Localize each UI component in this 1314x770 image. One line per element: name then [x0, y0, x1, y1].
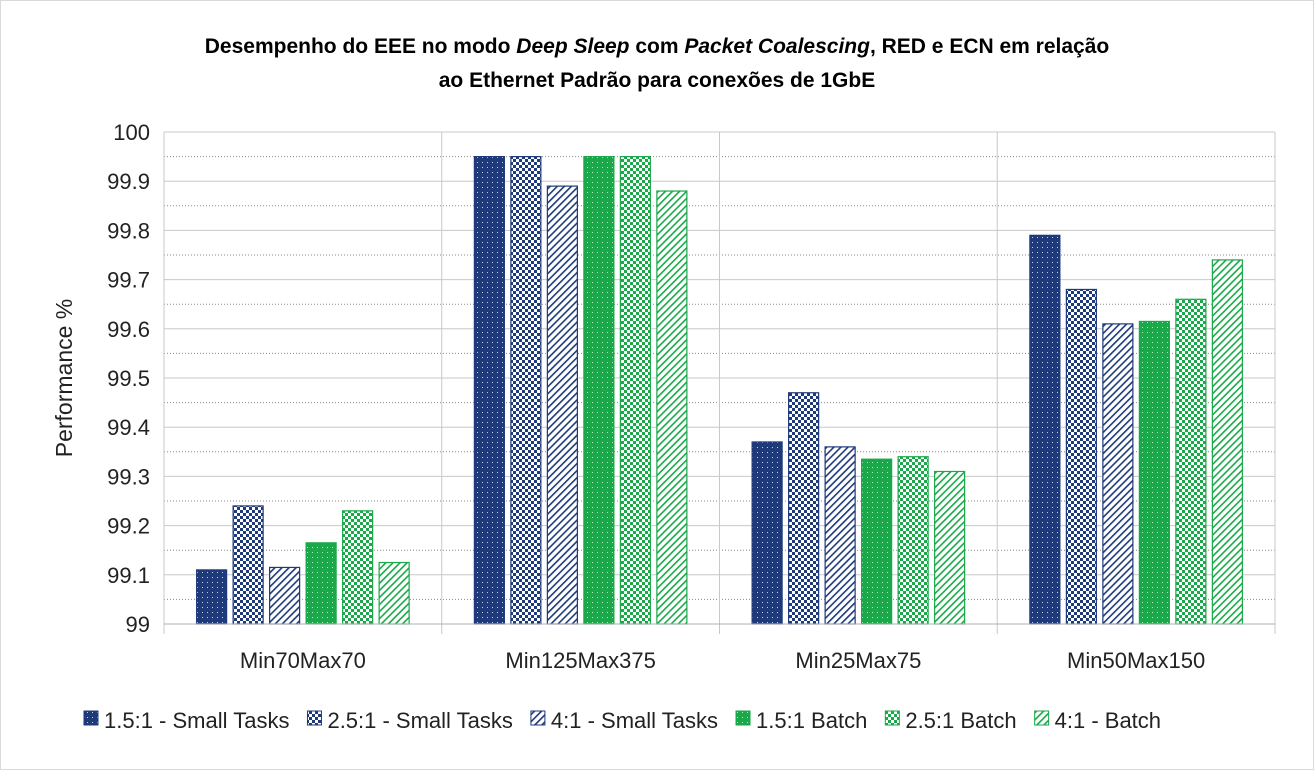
bar	[473, 156, 505, 625]
y-axis: 99 99.1 99.2 99.3 99.4 99.5 99.6 99.7 99.8 99.9 10…	[107, 120, 150, 637]
y-tick-label: 99.2	[107, 514, 150, 539]
bar	[1175, 298, 1207, 625]
y-tick-label: 99	[126, 612, 150, 637]
bar	[619, 156, 651, 625]
legend-swatch	[1034, 710, 1050, 726]
title-seg-4: , RED e ECN em relação	[869, 35, 1110, 58]
bar	[1102, 323, 1134, 625]
y-axis-title: Performance %	[51, 299, 77, 458]
legend: 1.5:1 - Small Tasks 2.5:1 - Small Tasks 4:…	[83, 708, 1161, 733]
legend-label: 1.5:1 - Small Tasks	[104, 708, 289, 733]
bar	[378, 561, 410, 625]
bar	[788, 392, 820, 625]
bar	[1138, 320, 1170, 625]
chart-title-line1: Desempenho do EEE no modo Deep Sleep com…	[0, 30, 1314, 64]
bar	[751, 441, 783, 625]
legend-swatch	[735, 710, 751, 726]
bar	[861, 458, 893, 625]
legend-swatch	[884, 710, 900, 726]
x-category-label: Min125Max375	[505, 648, 655, 673]
bar	[934, 470, 966, 625]
bar	[546, 185, 578, 625]
chart-title-line2: ao Ethernet Padrão para conexões de 1GbE	[438, 69, 876, 92]
bar	[232, 505, 264, 625]
title-seg-2: com	[629, 35, 685, 58]
title-seg-0: Desempenho do EEE no modo	[204, 35, 517, 58]
chart-title: Desempenho do EEE no modo Deep Sleep com…	[0, 30, 1314, 98]
bar	[1211, 259, 1243, 625]
bar-series	[196, 156, 1243, 625]
x-category-label: Min70Max70	[240, 648, 366, 673]
legend-label: 4:1 - Batch	[1055, 708, 1161, 733]
bar	[342, 510, 374, 625]
bar	[196, 569, 228, 625]
x-category-label: Min25Max75	[795, 648, 921, 673]
bar	[897, 456, 929, 625]
bar	[1029, 234, 1061, 625]
title-seg-1: Deep Sleep	[516, 35, 630, 58]
bar	[510, 156, 542, 625]
y-tick-label: 99.5	[107, 366, 150, 391]
y-tick-label: 99.3	[107, 464, 150, 489]
bar	[583, 156, 615, 625]
y-tick-label: 100	[113, 120, 150, 145]
y-tick-label: 99.8	[107, 218, 150, 243]
x-axis: Min70Max70 Min125Max375 Min25Max75 Min50Max…	[164, 623, 1275, 673]
legend-swatch	[530, 710, 546, 726]
legend-label: 4:1 - Small Tasks	[551, 708, 718, 733]
y-tick-label: 99.4	[107, 415, 150, 440]
legend-swatch	[83, 710, 99, 726]
y-tick-label: 99.7	[107, 268, 150, 293]
legend-label: 2.5:1 Batch	[905, 708, 1016, 733]
y-tick-label: 99.1	[107, 563, 150, 588]
bar	[1065, 288, 1097, 625]
y-tick-label: 99.6	[107, 317, 150, 342]
bar	[656, 190, 688, 625]
legend-label: 2.5:1 - Small Tasks	[327, 708, 512, 733]
bar	[824, 446, 856, 625]
title-seg-3: Packet Coalescing	[684, 35, 870, 58]
legend-label: 1.5:1 Batch	[756, 708, 867, 733]
bar	[305, 542, 337, 625]
bar	[269, 566, 301, 625]
legend-swatch	[306, 710, 322, 726]
y-tick-label: 99.9	[107, 169, 150, 194]
x-category-label: Min50Max150	[1067, 648, 1205, 673]
